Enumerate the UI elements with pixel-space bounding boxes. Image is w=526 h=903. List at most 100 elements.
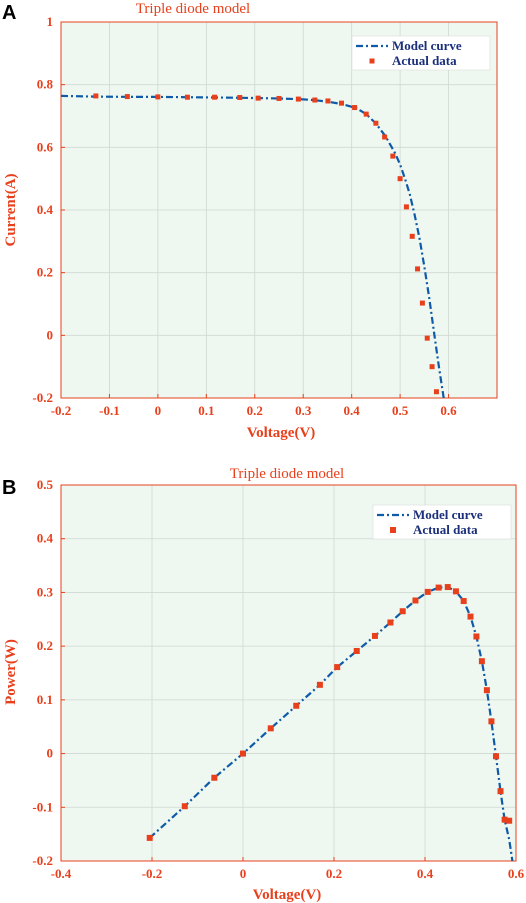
actual-data-point (371, 632, 378, 639)
actual-data-point (390, 153, 396, 159)
actual-data-point (424, 335, 430, 341)
y-tick-label: -0.2 (32, 390, 53, 405)
x-tick-label: 0.4 (417, 866, 434, 881)
plot-frame-b (60, 484, 517, 862)
actual-data-point (483, 687, 490, 694)
actual-data-point (312, 97, 318, 103)
legend-actual-data-swatch-a (369, 58, 375, 64)
legend-b: Model curve Actual data (372, 504, 512, 540)
legend-actual-data-swatch-b (390, 527, 396, 533)
actual-data-point (373, 120, 379, 126)
x-tick-label: 0.6 (508, 866, 525, 881)
panel-b: B -0.2-0.100.10.20.30.40.5 -0.4 -0.2 0 0.2 0… (2, 466, 525, 903)
actual-data-point (424, 588, 431, 595)
legend-box-b (372, 504, 512, 540)
plot-area-b (61, 485, 516, 861)
actual-data-point (444, 584, 451, 591)
actual-data-point (267, 725, 274, 732)
x-tick-labels-b: -0.4 -0.2 0 0.2 0.4 0.6 (51, 857, 525, 881)
actual-data-point (412, 597, 419, 604)
actual-data-point (255, 95, 261, 101)
legend-label-model-curve-b: Model curve (413, 507, 483, 522)
legend-label-actual-data-a: Actual data (392, 53, 457, 68)
actual-data-point (184, 94, 190, 100)
actual-data-point (399, 608, 406, 615)
actual-data-point (452, 588, 459, 595)
y-tick-label: 0.8 (37, 77, 54, 92)
y-tick-label: 0.1 (37, 692, 53, 707)
legend-label-actual-data-b: Actual data (413, 522, 478, 537)
legend-a: Model curve Actual data (351, 35, 491, 71)
panel-a: A -0.2 0 0.2 0.4 0.6 0.8 1 -0.2 -0.1 0 0.1 0.2 0.3 0… (2, 1, 498, 441)
y-tick-labels-a: -0.2 0 0.2 0.4 0.6 0.8 1 (32, 14, 65, 405)
x-tick-label: 0.3 (295, 403, 312, 418)
y-tick-label: 0.2 (37, 638, 53, 653)
actual-data-point (501, 816, 508, 823)
x-tick-label: 0.1 (198, 403, 214, 418)
actual-data-point (488, 718, 495, 725)
x-tick-label: 0.6 (440, 403, 457, 418)
actual-data-point (293, 702, 300, 709)
actual-data-point (506, 817, 513, 824)
actual-data-point (155, 94, 161, 100)
y-tick-label: 0 (47, 327, 54, 342)
x-tick-label: -0.2 (51, 403, 72, 418)
actual-data-point (352, 105, 358, 111)
actual-data-point (240, 750, 246, 757)
x-tick-label: -0.1 (99, 403, 120, 418)
y-axis-label-b: Power(W) (3, 639, 19, 705)
x-tick-label: 0.2 (326, 866, 342, 881)
actual-data-point (478, 658, 485, 665)
actual-data-point (325, 98, 331, 104)
x-tick-labels-a: -0.2 -0.1 0 0.1 0.2 0.3 0.4 0.5 0.6 (51, 394, 457, 418)
legend-box-a (351, 35, 491, 71)
y-tick-label: 0 (47, 746, 54, 761)
actual-data-point (409, 233, 415, 239)
y-tick-label: -0.1 (32, 799, 53, 814)
actual-data-point (146, 834, 153, 841)
x-tick-label: 0.5 (392, 403, 409, 418)
y-tick-label: 0.6 (37, 139, 54, 154)
actual-data-point (181, 803, 188, 810)
series-a (60, 93, 445, 399)
y-tick-label: 0.4 (37, 531, 54, 546)
actual-data-point (382, 134, 388, 140)
x-tick-label: -0.4 (51, 866, 72, 881)
y-axis-label-a: Current(A) (3, 173, 19, 246)
actual-data-point (433, 389, 439, 395)
chart-title-b: Triple diode model (230, 466, 344, 482)
y-tick-label: 0.2 (37, 265, 53, 280)
x-tick-label: 0 (155, 403, 162, 418)
actual-data-point (415, 266, 421, 272)
actual-data-point (363, 111, 369, 117)
actual-data-point (237, 95, 243, 101)
actual-data-point (338, 100, 344, 106)
y-tick-label: -0.2 (32, 853, 53, 868)
actual-data-point (353, 647, 360, 654)
actual-data-point (276, 95, 282, 101)
actual-data-point (316, 681, 323, 688)
x-tick-label: 0 (240, 866, 247, 881)
actual-data-point (473, 633, 480, 640)
actual-data-point (419, 300, 425, 306)
x-tick-label: 0.4 (344, 403, 361, 418)
actual-data-point (460, 598, 467, 605)
chart-title-a: Triple diode model (136, 1, 250, 17)
actual-data-point (429, 364, 435, 370)
x-axis-label-b: Voltage(V) (253, 887, 322, 903)
series-b (146, 584, 514, 862)
x-tick-label: -0.2 (142, 866, 163, 881)
actual-data-point (387, 619, 394, 626)
actual-data-point (492, 753, 499, 760)
actual-data-point (497, 788, 504, 795)
model-curve-line (148, 585, 514, 862)
y-tick-label: 1 (47, 14, 54, 29)
actual-data-point (212, 94, 218, 100)
y-tick-label: 0.3 (37, 584, 54, 599)
panel-letter-a: A (2, 2, 16, 24)
actual-data-point (124, 94, 130, 100)
x-tick-label: 0.2 (247, 403, 263, 418)
y-tick-label: 0.4 (37, 202, 54, 217)
y-tick-labels-b: -0.2 -0.1 0 0.1 0.2 0.3 0.4 0.5 (32, 477, 65, 868)
